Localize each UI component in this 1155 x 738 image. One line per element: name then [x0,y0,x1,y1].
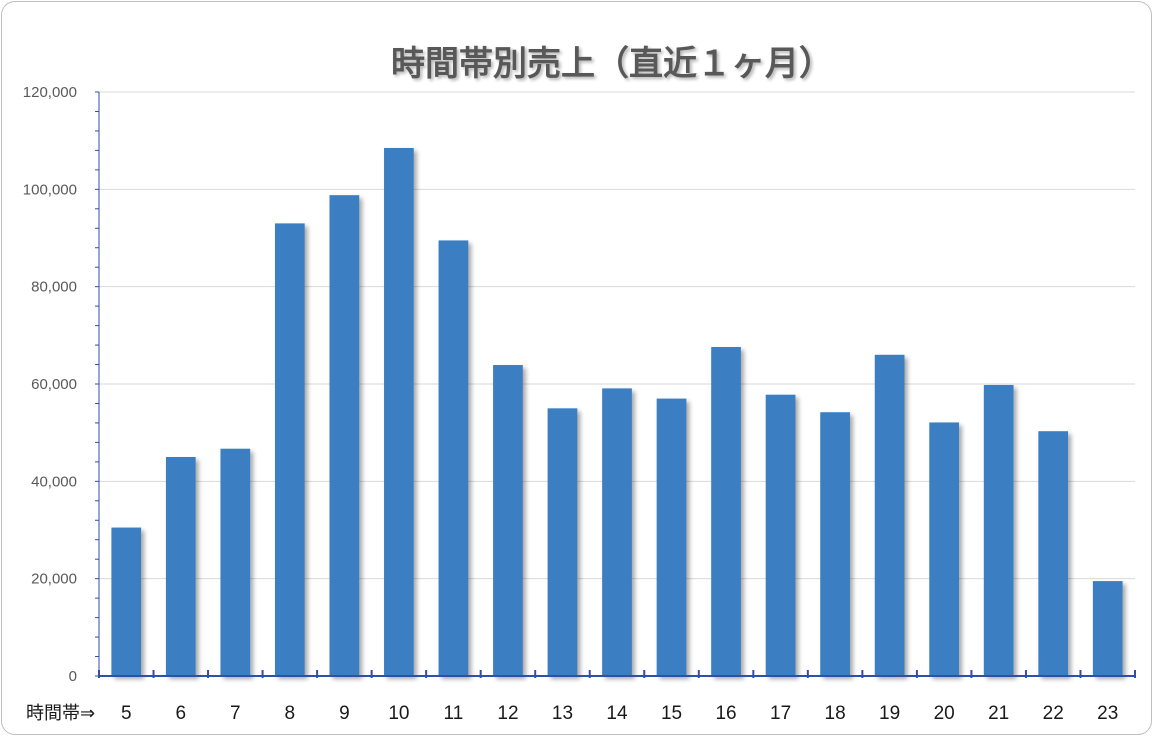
y-tick-label: 20,000 [31,571,77,588]
x-tick-label: 21 [988,703,1009,724]
x-tick-label: 12 [497,703,518,724]
chart-title: 時間帯別売上（直近１ヶ月） [391,44,833,84]
x-tick-label: 13 [552,703,573,724]
bar-22 [1038,431,1069,676]
bar-20 [929,422,960,676]
x-tick-label: 6 [176,703,187,724]
bar-19 [874,354,905,676]
y-tick-label: 120,000 [23,84,77,101]
bar-8 [274,223,305,676]
x-tick-label: 20 [934,703,955,724]
bar-17 [765,394,796,676]
x-tick-label: 7 [230,703,241,724]
x-tick-label: 19 [879,703,900,724]
bar-14 [602,388,632,676]
x-axis-label: 時間帯⇒ [26,703,95,724]
bar-9 [329,195,360,676]
bar-6 [165,457,196,676]
bar-15 [656,398,687,676]
x-tick-label: 10 [388,703,409,724]
x-tick-label: 16 [715,703,736,724]
y-tick-label: 100,000 [23,181,77,198]
x-tick-label: 11 [444,703,464,724]
y-axis: 0 20,000 40,000 60,000 80,000 100,000 120,000 [23,84,100,685]
x-tick-label: 17 [770,703,791,724]
gridlines [99,91,1135,580]
x-tick-label: 8 [285,703,296,724]
x-tick-label: 9 [339,703,350,724]
y-tick-label: 80,000 [31,279,77,296]
x-tick-label: 14 [606,703,628,724]
x-tick-label: 22 [1043,703,1064,724]
bar-21 [983,384,1014,676]
y-tick-label: 0 [69,668,77,685]
x-tick-label: 23 [1097,703,1118,724]
bar-10 [384,147,414,676]
bar-18 [820,412,850,676]
x-tick-label: 5 [121,703,132,724]
bar-13 [547,408,578,676]
x-tick-label: 15 [661,703,682,724]
bar-5 [111,527,142,676]
bar-7 [220,448,251,676]
bar-23 [1092,581,1123,676]
x-tick-label: 18 [825,703,846,724]
x-axis: 5 6 7 8 9 10 11 12 13 14 15 16 17 18 19 20 21 22 23 [98,670,1136,724]
y-tick-label: 40,000 [31,473,77,490]
y-tick-label: 60,000 [31,376,77,393]
bar-12 [493,365,523,676]
bar-16 [711,347,741,676]
bar-11 [438,240,469,676]
bars [111,147,1123,676]
